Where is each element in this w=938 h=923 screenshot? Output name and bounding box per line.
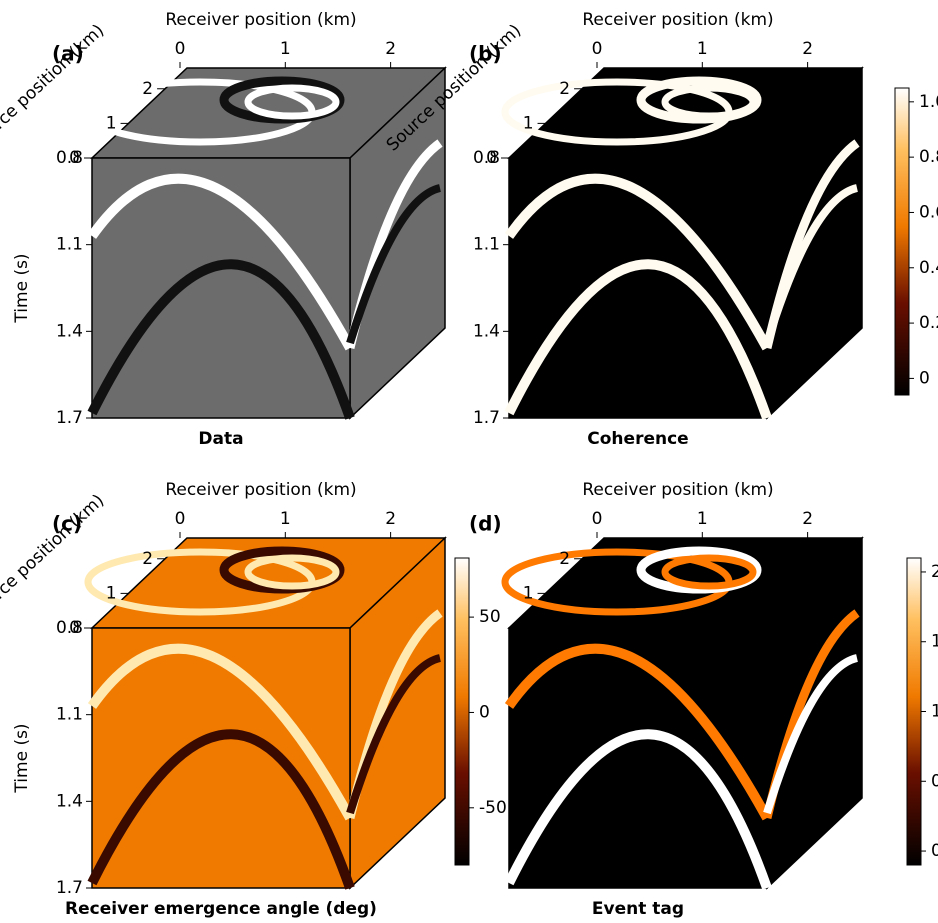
y-tick-label: 0.8 (56, 148, 83, 168)
y-axis-label: Time (s) (12, 253, 32, 323)
z-tick-label: 1 (523, 583, 534, 603)
z-tick-label: 2 (142, 79, 153, 99)
x-tick-label: 1 (280, 509, 291, 529)
y-tick-label: 1.1 (56, 705, 83, 725)
y-tick-label: 0.8 (473, 148, 500, 168)
x-tick-label: 2 (385, 39, 396, 59)
event-ring (661, 84, 757, 120)
event (87, 729, 355, 890)
event (87, 259, 355, 420)
z-tick-label: 2 (559, 79, 570, 99)
event (504, 259, 772, 420)
panel-label: (b) (469, 42, 502, 66)
z-tick-label: 0 (69, 148, 80, 168)
y-tick-label: 1.7 (56, 878, 83, 898)
panel-title: Event tag (592, 899, 684, 919)
colorbar-tick-label: 0.8 (919, 147, 938, 167)
event (763, 184, 859, 345)
panel-label: (d) (469, 512, 502, 536)
colorbar-tick-label: 1.0 (919, 92, 938, 112)
event (504, 643, 772, 821)
colorbar-tick-label: 0.2 (919, 313, 938, 333)
event (504, 173, 772, 351)
x-tick-label: 2 (802, 509, 813, 529)
z-tick-label: 2 (559, 549, 570, 569)
y-tick-label: 0.8 (56, 618, 83, 638)
event (346, 654, 442, 815)
colorbar (894, 87, 910, 396)
event (87, 643, 355, 821)
y-tick-label: 1.7 (56, 408, 83, 428)
panel-label: (c) (52, 512, 82, 536)
y-tick-label: 1.4 (473, 321, 500, 341)
y-axis-label: Time (s) (12, 723, 32, 793)
y-tick-label: 1.1 (473, 235, 500, 255)
y-tick-label: 1.4 (56, 321, 83, 341)
front-face (91, 627, 351, 889)
colorbar-tick-label: 1.5 (931, 632, 938, 652)
x-tick-label: 2 (385, 509, 396, 529)
z-tick-label: 1 (523, 113, 534, 133)
event (763, 654, 859, 815)
x-tick-label: 0 (592, 509, 603, 529)
x-tick-label: 1 (697, 509, 708, 529)
event (346, 184, 442, 345)
colorbar-tick-label: 2.0 (931, 562, 938, 582)
x-tick-label: 0 (592, 39, 603, 59)
colorbar-tick-label: 0.5 (931, 771, 938, 791)
x-tick-label: 0 (175, 509, 186, 529)
colorbar-tick-label: 0 (919, 368, 930, 388)
y-tick-label: 1.7 (473, 408, 500, 428)
colorbar-tick-label: 0.6 (919, 202, 938, 222)
event (87, 173, 355, 351)
y-tick-label: 1.1 (56, 235, 83, 255)
colorbar (454, 557, 470, 866)
event-ring (244, 554, 340, 590)
x-tick-label: 1 (697, 39, 708, 59)
x-tick-label: 2 (802, 39, 813, 59)
front-face (508, 627, 768, 889)
y-tick-label: 1.4 (56, 791, 83, 811)
colorbar-tick-label: 0.4 (919, 258, 938, 278)
event-ring (244, 84, 340, 120)
z-tick-label: 2 (142, 549, 153, 569)
panel: (c) Receiver emergence angle (deg) Receive… (0, 480, 507, 919)
event-ring (661, 554, 757, 590)
colorbar-tick-label: -50 (479, 798, 507, 818)
x-axis-label: Receiver position (km) (165, 10, 356, 30)
x-tick-label: 1 (280, 39, 291, 59)
front-face (91, 157, 351, 419)
panel-title: Coherence (587, 429, 688, 449)
colorbar (906, 557, 922, 866)
x-axis-label: Receiver position (km) (165, 480, 356, 500)
panel-title: Receiver emergence angle (deg) (65, 899, 377, 919)
panel-title: Data (198, 429, 243, 449)
x-axis-label: Receiver position (km) (582, 480, 773, 500)
z-tick-label: 0 (69, 618, 80, 638)
colorbar-tick-label: 0 (931, 841, 938, 861)
colorbar-tick-label: 50 (479, 607, 501, 627)
z-tick-label: 1 (106, 583, 117, 603)
colorbar-tick-label: 0 (479, 702, 490, 722)
x-tick-label: 0 (175, 39, 186, 59)
z-tick-label: 1 (106, 113, 117, 133)
panel: (d) Event tag Receiver position (km) 0 1 2 1 2 0… (469, 480, 938, 919)
front-face (508, 157, 768, 419)
colorbar-tick-label: 1.0 (931, 702, 938, 722)
x-axis-label: Receiver position (km) (582, 10, 773, 30)
z-tick-label: 0 (486, 148, 497, 168)
event (504, 729, 772, 890)
panel-label: (a) (52, 42, 84, 66)
